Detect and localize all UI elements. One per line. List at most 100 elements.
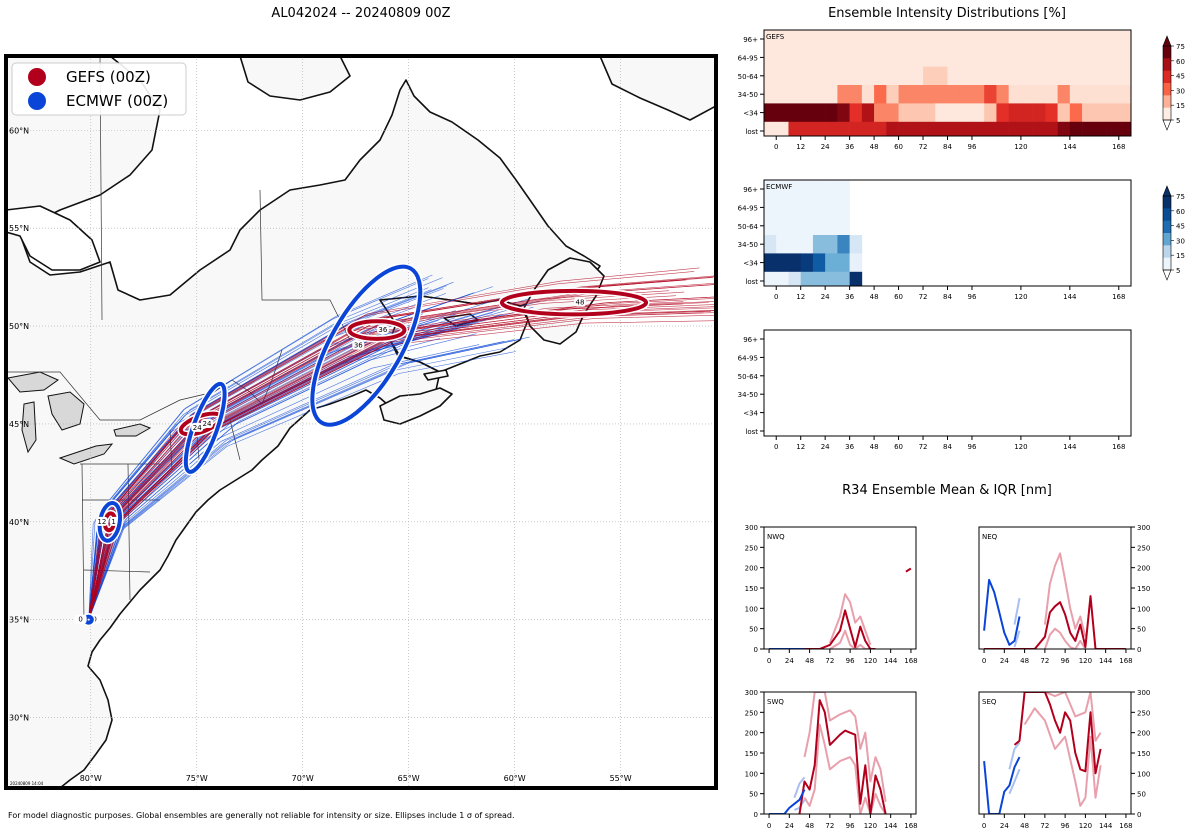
land-greenland [599,56,716,121]
heat-cell [800,121,814,137]
colorbar-bottom-arrow [1162,269,1172,281]
ecmwf-iqr-upper-line [793,776,806,799]
heat-xtick-label: 72 [919,143,928,151]
colorbar-tick-label: 60 [1176,208,1185,216]
colorbar-segment [1163,196,1171,209]
heat-frame [763,329,1132,437]
heat-cell [812,103,826,123]
r34-xtick-label: 120 [864,822,877,830]
heat-cell [764,180,777,199]
heat-xtick-label: 60 [894,443,903,451]
r34-xtick-label: 96 [846,657,855,665]
heat-cell [837,66,850,86]
r34-ytick-label: 250 [1137,709,1150,717]
heat-cell [1118,30,1132,49]
r34-ytick-label: 0 [754,811,758,819]
heat-cell [825,235,838,254]
ellipse-label-bg [191,422,204,432]
ecmwf-mean-line [769,789,806,814]
heat-cell [812,121,826,137]
heat-cell [910,121,924,137]
heat-cell [947,30,961,49]
heat-panel-label: GEFS [766,33,785,41]
gefs-iqr-upper-line [1043,552,1087,638]
lon-label: 70°W [292,774,314,783]
colorbar-tick-label: 75 [1176,193,1185,201]
heat-cell [1020,48,1034,67]
r34-xtick-label: 72 [825,822,834,830]
r34-xtick-label: 144 [884,657,898,665]
heat-cell [1020,121,1034,137]
heat-cell [800,216,814,236]
heat-ytick-label: lost [745,128,758,136]
ensemble-member-track [88,347,509,620]
heat-xtick-label: 72 [919,293,928,301]
heat-xtick-label: 60 [894,293,903,301]
colorbar-segment [1163,46,1171,59]
r34-ytick-label: 50 [1137,626,1146,634]
r34-xtick-label: 120 [1079,822,1092,830]
heat-cell [812,48,826,67]
heat-cell [837,180,850,199]
r34-xtick-label: 72 [1040,657,1049,665]
heat-cell [874,121,887,137]
r34-ytick-label: 50 [1137,791,1146,799]
heat-cell [812,216,826,236]
colorbar-segment [1163,70,1171,84]
heat-cell [1118,121,1132,137]
heat-xtick-label: 24 [821,143,830,151]
heat-cell [1106,48,1120,67]
heat-cell [898,30,912,49]
heat-cell [910,85,924,104]
heat-ytick-label: 64-95 [738,54,758,62]
ellipse-hour-label: 12 [111,518,120,526]
heat-xtick-label: 12 [796,293,805,301]
heat-cell [959,30,973,49]
heat-cell [788,216,801,236]
heat-cell [923,121,936,137]
heat-cell [1057,103,1071,123]
lat-label: 35°N [9,616,29,625]
heat-cell [825,271,838,287]
heat-cell [1118,48,1132,67]
ecmwf-iqr-lower-line [1008,768,1021,795]
heat-cell [984,48,997,67]
heat-cell [1020,66,1034,86]
ensemble-member-track [88,276,716,620]
colorbar-segment [1163,208,1171,222]
lon-label: 65°W [398,774,420,783]
heat-cell [788,253,801,273]
heat-xtick-label: 96 [968,143,977,151]
r34-ytick-label: 100 [1137,770,1150,778]
r34-ytick-label: 100 [1137,605,1150,613]
r34-panel-label: SEQ [982,698,997,706]
colorbar-segment [1163,107,1171,121]
r34-xtick-label: 72 [825,657,834,665]
heat-cell [971,121,985,137]
r34-panel-label: NEQ [982,533,998,541]
heat-cell [1069,30,1083,49]
heat-cell [874,85,887,104]
r34-ytick-label: 200 [1137,565,1150,573]
ellipse-hour-label: 24 [203,420,212,428]
heat-cell [1033,30,1046,49]
heat-cell [788,30,801,49]
gefs-iqr-lower-line [829,629,871,649]
heat-cell [971,66,985,86]
heat-cell [849,121,863,137]
heat-cell [837,198,850,217]
ellipse-label-bg [574,297,586,307]
ellipse-hour-label: 12 [97,518,106,526]
heat-xtick-label: 24 [821,443,830,451]
heat-cell [812,253,826,273]
r34-xtick-label: 72 [1040,822,1049,830]
heat-cell [812,180,826,199]
ecmwf-iqr-upper-line [1008,742,1021,770]
heat-cell [764,253,777,273]
heat-cell [874,48,887,67]
heat-cell [910,48,924,67]
ellipse-label-bg [200,418,213,428]
heat-xtick-label: 84 [943,143,952,151]
heat-cell [861,103,875,123]
gefs-mean-line [1013,692,1102,775]
